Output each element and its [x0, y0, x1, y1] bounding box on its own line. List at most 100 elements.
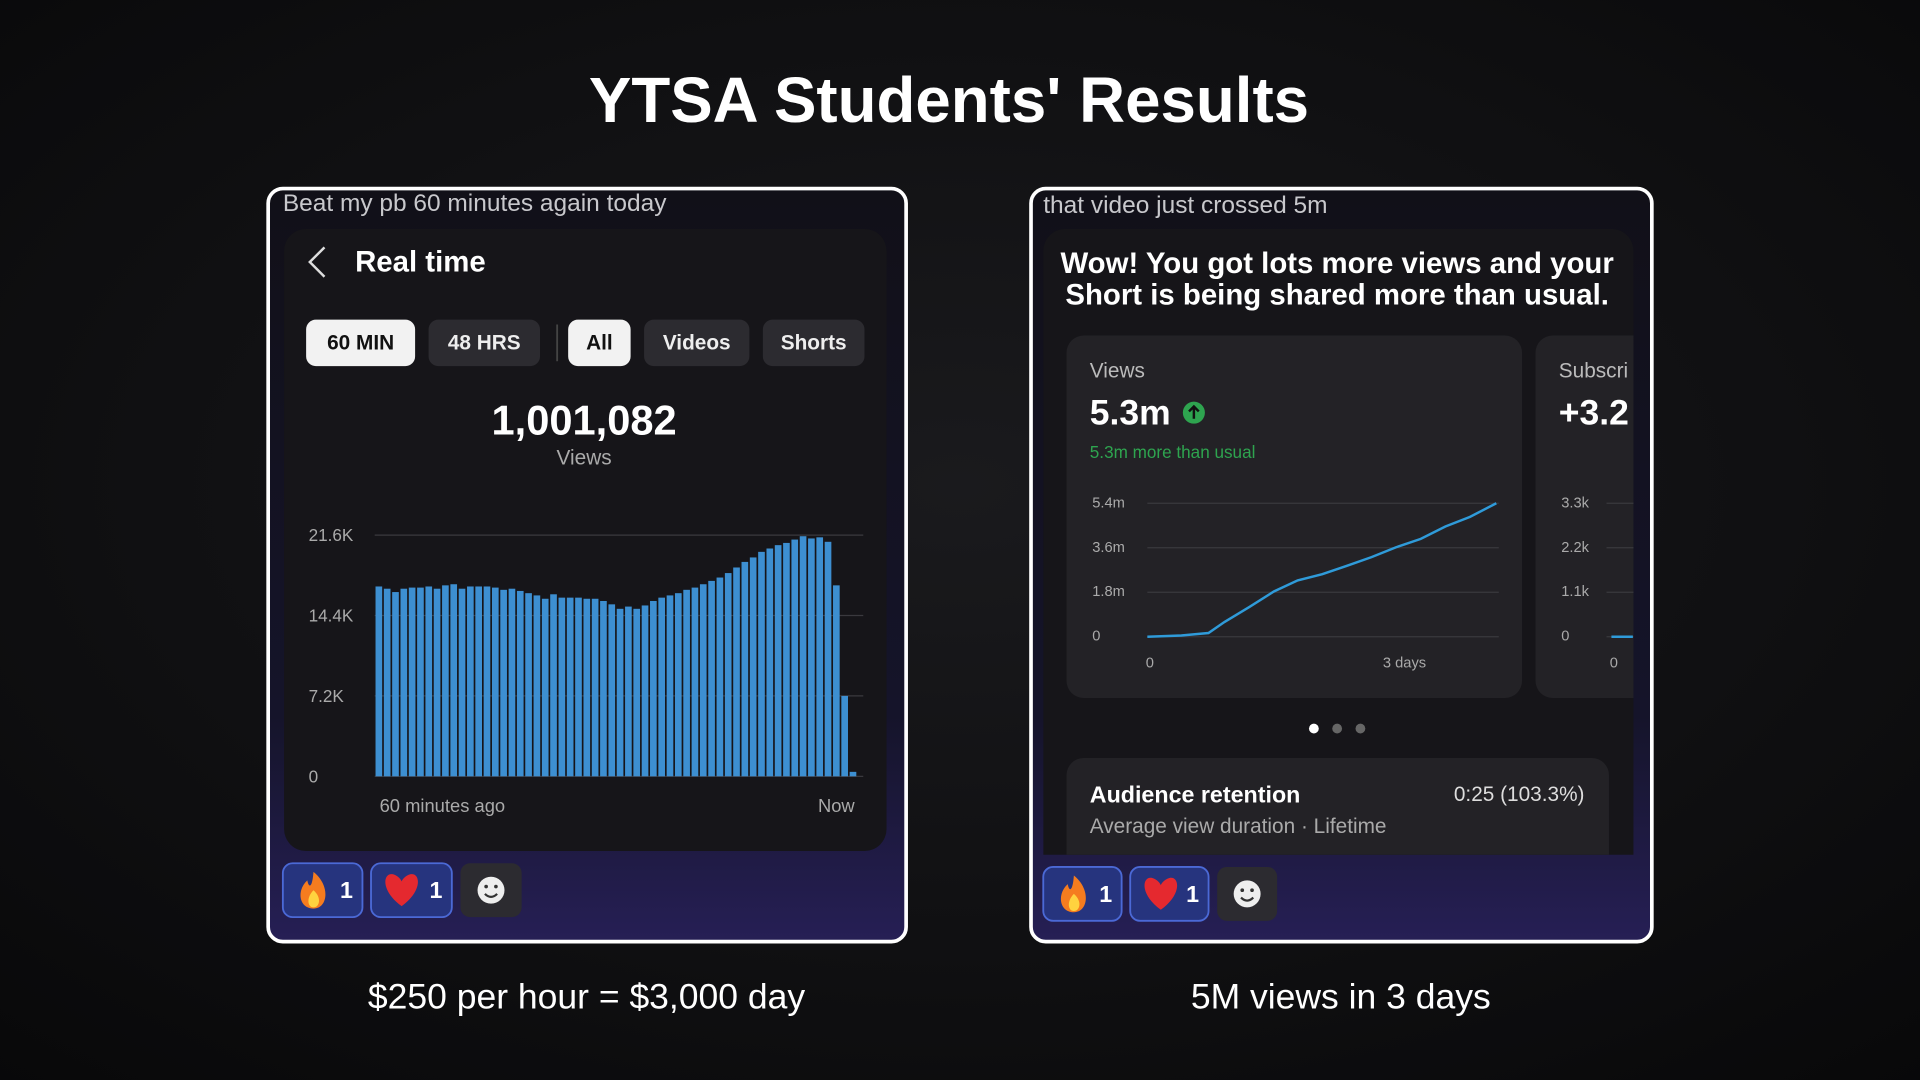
bar — [433, 588, 441, 777]
heart-emoji — [385, 874, 418, 907]
bar — [766, 548, 774, 777]
bar — [641, 605, 649, 777]
bar — [674, 593, 682, 777]
bar — [833, 585, 840, 777]
views-card — [1066, 335, 1523, 698]
bar — [566, 597, 574, 777]
smiley-icon — [477, 876, 505, 904]
bar — [541, 598, 549, 777]
bar — [608, 604, 616, 777]
bar — [716, 577, 724, 777]
bar — [533, 595, 541, 777]
smiley-icon — [1233, 880, 1261, 908]
bar — [408, 587, 416, 777]
bar — [550, 594, 557, 777]
bar — [650, 600, 657, 777]
bar — [708, 580, 715, 777]
total-label: Views — [557, 446, 612, 469]
left-footer: $250 per hour = $3,000 day — [368, 977, 805, 1017]
bar — [392, 592, 399, 777]
y-tick-label: 3.3k — [1561, 495, 1589, 511]
y-tick-label: 0 — [1092, 629, 1100, 645]
tab[interactable] — [644, 319, 750, 367]
tab[interactable] — [306, 319, 416, 367]
x-tick-label: 3 days — [1383, 656, 1426, 672]
reaction-count: 1 — [340, 877, 353, 903]
y-tick-label: 1.1k — [1561, 584, 1589, 600]
retention-card — [1066, 757, 1609, 855]
bar — [458, 588, 466, 777]
bar — [467, 586, 474, 777]
smiley-eye — [1240, 888, 1245, 893]
tab[interactable] — [428, 319, 540, 367]
back-icon[interactable] — [308, 246, 326, 278]
retention-value: 0:25 (103.3%) — [1454, 783, 1585, 806]
card-label: Subscri — [1559, 360, 1628, 383]
x-label: Now — [818, 795, 855, 816]
bar — [491, 587, 499, 777]
tab-label: Shorts — [781, 331, 847, 354]
heart-emoji — [1144, 877, 1178, 910]
tab[interactable] — [568, 319, 631, 367]
line-series — [1147, 502, 1497, 638]
bar — [500, 589, 507, 777]
bar — [591, 598, 599, 777]
y-tick-label: 2.2k — [1561, 540, 1589, 556]
bar — [758, 551, 765, 777]
bar — [683, 589, 690, 777]
pager-dot[interactable] — [1308, 723, 1319, 734]
total-views: 1,001,082 — [491, 396, 676, 443]
bar — [816, 537, 824, 777]
tab-label: 48 HRS — [448, 331, 521, 354]
bar — [575, 597, 582, 777]
bar — [783, 542, 790, 777]
bar — [442, 585, 449, 777]
bar — [841, 695, 848, 777]
y-tick-label: 14.4K — [309, 606, 354, 626]
card-value: 5.3m — [1090, 393, 1171, 433]
bar — [583, 598, 591, 777]
smiley-mouth — [1240, 896, 1255, 902]
bar — [808, 538, 815, 777]
bar — [799, 536, 807, 777]
right-caption: that video just crossed 5m — [1043, 192, 1327, 219]
bar — [558, 597, 566, 777]
bar — [791, 539, 799, 777]
tab-label: Videos — [663, 331, 731, 354]
bar — [658, 597, 665, 777]
headline: Short is being shared more than usual. — [1065, 279, 1609, 312]
pager-dot[interactable] — [1355, 723, 1366, 734]
bar — [774, 545, 782, 777]
fire-core — [308, 890, 320, 908]
bar — [383, 588, 391, 777]
right-footer: 5M views in 3 days — [1191, 977, 1491, 1017]
bar — [625, 606, 632, 777]
left-caption: Beat my pb 60 minutes again today — [283, 190, 667, 217]
header: Real time — [355, 246, 486, 279]
smiley-eye — [484, 884, 488, 889]
up-arrow — [1188, 404, 1200, 419]
bar — [849, 771, 857, 777]
bar — [450, 584, 458, 777]
card-note: 5.3m more than usual — [1090, 442, 1256, 462]
smiley-mouth — [484, 893, 498, 899]
bar — [475, 586, 482, 777]
headline: Wow! You got lots more views and your — [1060, 247, 1613, 280]
page-title: YTSA Students' Results — [589, 65, 1309, 136]
tab[interactable] — [762, 319, 865, 367]
pager-dot[interactable] — [1332, 723, 1343, 734]
bar — [600, 600, 607, 777]
bar — [525, 593, 532, 777]
tab-label: 60 MIN — [327, 331, 394, 354]
bar — [824, 541, 832, 777]
y-tick-label: 5.4m — [1092, 495, 1125, 511]
bar — [633, 608, 641, 777]
bar — [724, 573, 732, 777]
x-tick-label: 0 — [1610, 656, 1618, 672]
retention-title: Audience retention — [1090, 782, 1301, 808]
bar — [616, 608, 624, 777]
subs-card — [1535, 335, 1634, 698]
bar — [483, 586, 491, 777]
smiley-eye — [1250, 888, 1254, 893]
bar — [666, 595, 674, 777]
